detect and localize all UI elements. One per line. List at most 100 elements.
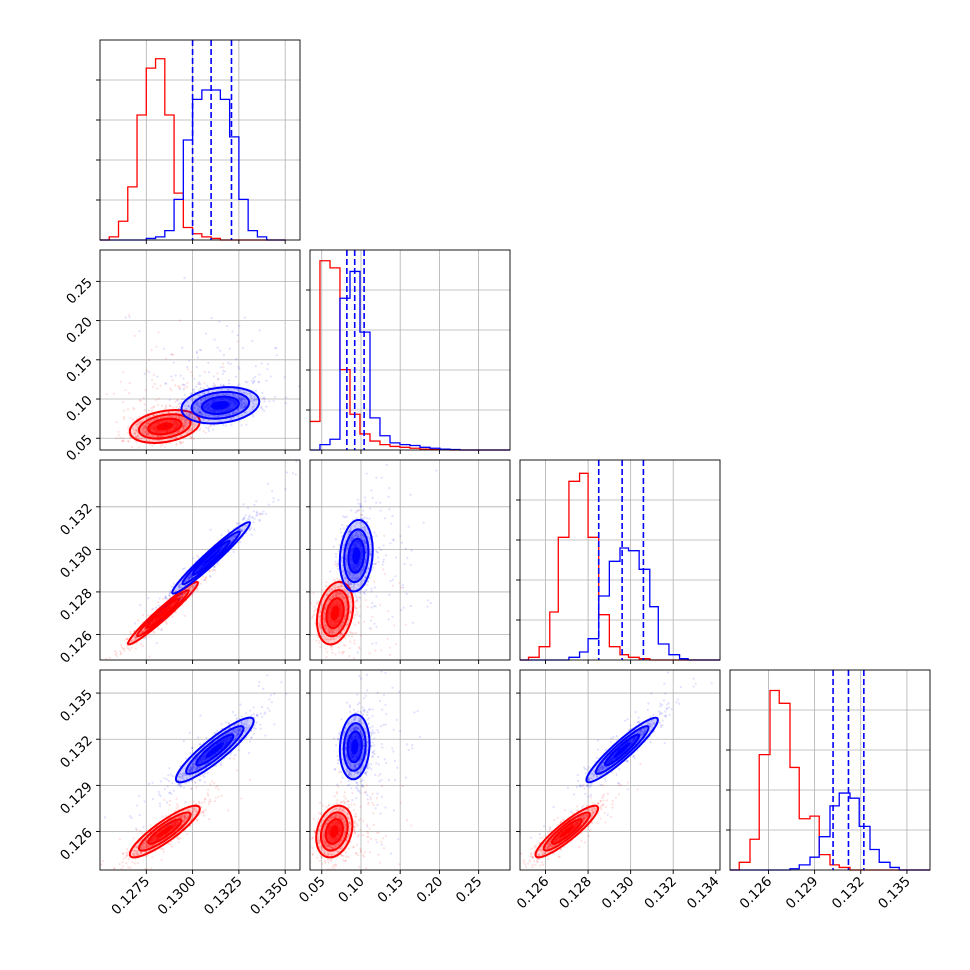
sample-point-blue	[214, 385, 217, 388]
sample-point-blue	[227, 361, 230, 364]
sample-point-blue	[198, 404, 202, 408]
sample-point-blue	[364, 575, 367, 579]
sample-point-red	[183, 420, 186, 423]
sample-point-blue	[188, 574, 191, 577]
sample-point-blue	[255, 510, 259, 513]
sample-point-red	[152, 414, 155, 417]
sample-point-red	[191, 585, 194, 588]
sample-point-blue	[206, 414, 210, 417]
panel-content	[105, 276, 300, 449]
sample-point-blue	[241, 414, 244, 417]
sample-point-blue	[233, 416, 236, 419]
sample-point-red	[325, 594, 328, 597]
sample-point-blue	[184, 418, 187, 421]
sample-point-blue	[368, 507, 372, 510]
sample-point-red	[337, 646, 340, 649]
sample-point-red	[189, 437, 193, 440]
panel-content	[310, 463, 438, 660]
sample-point-red	[121, 400, 125, 404]
sample-point-red	[357, 622, 360, 625]
sample-point-red	[186, 430, 190, 433]
sample-point-blue	[237, 395, 240, 398]
sample-point-red	[334, 653, 337, 656]
sample-point-blue	[357, 576, 360, 579]
sample-point-blue	[240, 529, 243, 532]
sample-point-blue	[244, 398, 247, 402]
sample-point-red	[192, 424, 196, 427]
sample-point-red	[343, 597, 346, 600]
sample-point-blue	[255, 514, 258, 517]
sample-point-red	[334, 593, 337, 596]
sample-point-red	[148, 655, 151, 658]
sample-point-blue	[429, 602, 432, 605]
sample-point-blue	[364, 551, 368, 554]
sample-point-red	[340, 623, 343, 627]
sample-point-red	[347, 619, 350, 622]
sample-point-blue	[351, 533, 354, 536]
sample-point-red	[187, 429, 191, 432]
sample-point-red	[341, 594, 344, 597]
sample-point-red	[345, 603, 348, 606]
sample-point-blue	[239, 529, 243, 532]
sample-point-blue	[250, 379, 253, 383]
sample-point-blue	[222, 423, 225, 426]
sample-point-red	[355, 610, 359, 613]
sample-point-red	[259, 513, 262, 517]
sample-point-red	[193, 417, 197, 420]
sample-point-blue	[189, 576, 192, 579]
sample-point-red	[345, 578, 349, 581]
sample-point-blue	[205, 332, 208, 335]
sample-point-red	[394, 643, 398, 646]
sample-point-red	[196, 554, 199, 557]
sample-point-blue	[236, 334, 239, 337]
sample-point-red	[353, 605, 357, 609]
sample-point-red	[182, 425, 185, 428]
sample-point-red	[147, 614, 150, 617]
sample-point-blue	[228, 413, 231, 416]
sample-point-blue	[242, 391, 245, 394]
sample-point-blue	[179, 374, 182, 377]
sample-point-blue	[375, 476, 378, 479]
sample-point-blue	[199, 402, 202, 405]
sample-point-red	[346, 580, 349, 583]
sample-point-blue	[188, 359, 191, 362]
sample-point-red	[217, 377, 220, 380]
sample-point-red	[140, 420, 143, 423]
sample-point-red	[391, 584, 394, 587]
sample-point-red	[318, 624, 322, 628]
sample-point-blue	[253, 503, 256, 506]
sample-point-red	[172, 432, 176, 435]
sample-point-blue	[192, 406, 195, 410]
sample-point-red	[349, 597, 352, 600]
sample-point-blue	[249, 527, 253, 530]
sample-point-blue	[222, 369, 225, 373]
sample-point-blue	[225, 393, 229, 396]
sample-point-red	[196, 382, 200, 386]
sample-point-blue	[269, 375, 272, 378]
sample-point-red	[137, 446, 140, 449]
sample-point-red	[184, 591, 187, 595]
sample-point-red	[180, 416, 183, 419]
sample-point-red	[345, 608, 348, 612]
sample-point-red	[354, 607, 357, 610]
sample-point-red	[179, 435, 182, 438]
sample-point-red	[190, 370, 193, 374]
sample-point-blue	[268, 400, 271, 403]
sample-point-blue	[207, 396, 210, 400]
sample-point-blue	[369, 619, 373, 622]
sample-point-blue	[342, 527, 346, 530]
sample-point-red	[319, 623, 322, 626]
sample-point-blue	[168, 598, 172, 601]
sample-point-red	[190, 413, 194, 416]
sample-point-red	[323, 612, 326, 615]
sample-point-red	[340, 632, 343, 635]
sample-point-red	[330, 628, 333, 631]
sample-point-red	[180, 596, 184, 599]
sample-point-red	[144, 388, 147, 392]
sample-point-red	[208, 569, 211, 573]
sample-point-red	[162, 435, 165, 438]
sample-point-blue	[252, 521, 255, 524]
sample-point-blue	[184, 419, 187, 422]
sample-point-red	[141, 645, 144, 648]
sample-point-blue	[247, 516, 251, 519]
